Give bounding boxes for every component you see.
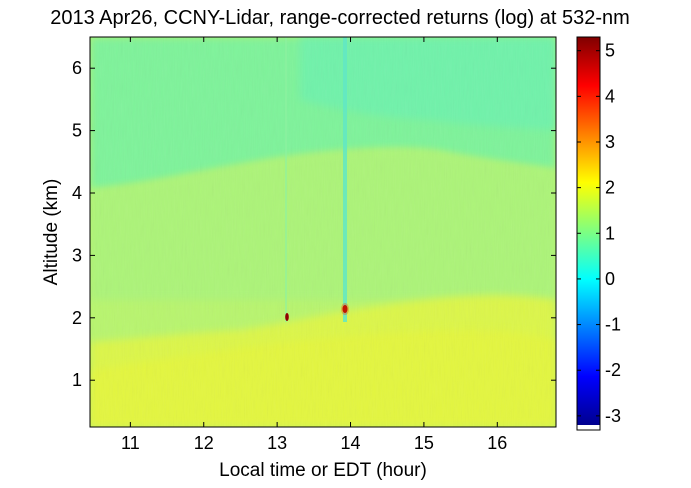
y-axis-label: Altitude (km): [41, 179, 62, 286]
cloud-spot-2: [342, 305, 348, 313]
colorbar-tick-label: 4: [605, 86, 615, 106]
chart-title: 2013 Apr26, CCNY-Lidar, range-corrected …: [50, 7, 630, 29]
colorbar-tick-label: 5: [605, 41, 615, 61]
colorbar-axis: -3 -2 -1 0 1 2 3 4 5: [577, 41, 621, 426]
colorbar-tick-label: -2: [605, 360, 621, 380]
colorbar-tick-label: -3: [605, 406, 621, 426]
x-tick-label: 13: [267, 433, 287, 453]
colorbar-tick-label: 3: [605, 132, 615, 152]
colorbar: [577, 37, 600, 425]
colorbar-tick-label: 2: [605, 178, 615, 198]
cloud-spot-2-halo: [341, 303, 349, 315]
x-axis: 11 12 13 14 15 16: [121, 37, 507, 453]
x-tick-label: 16: [487, 433, 507, 453]
y-axis: 1 2 3 4 5 6: [72, 58, 556, 390]
colorbar-tick-label: 0: [605, 269, 615, 289]
colorbar-tick-label: 1: [605, 223, 615, 243]
x-tick-label: 14: [341, 433, 361, 453]
y-tick-label: 2: [72, 308, 82, 328]
streak-feature: [343, 37, 347, 322]
y-tick-label: 3: [72, 245, 82, 265]
cloud-spot-1: [285, 313, 289, 321]
colorbar-tick-label: -1: [605, 315, 621, 335]
heatmap-area: [90, 37, 556, 427]
x-tick-label: 11: [121, 433, 140, 453]
y-tick-label: 6: [72, 58, 82, 78]
plot-frame: [89, 36, 557, 428]
x-tick-label: 15: [414, 433, 434, 453]
x-tick-label: 12: [194, 433, 214, 453]
streak-minor: [285, 37, 287, 322]
y-tick-label: 4: [72, 183, 82, 203]
x-axis-label: Local time or EDT (hour): [219, 460, 427, 481]
heatmap-texture: [90, 37, 556, 427]
y-tick-label: 1: [72, 370, 82, 390]
y-tick-label: 5: [72, 121, 82, 141]
